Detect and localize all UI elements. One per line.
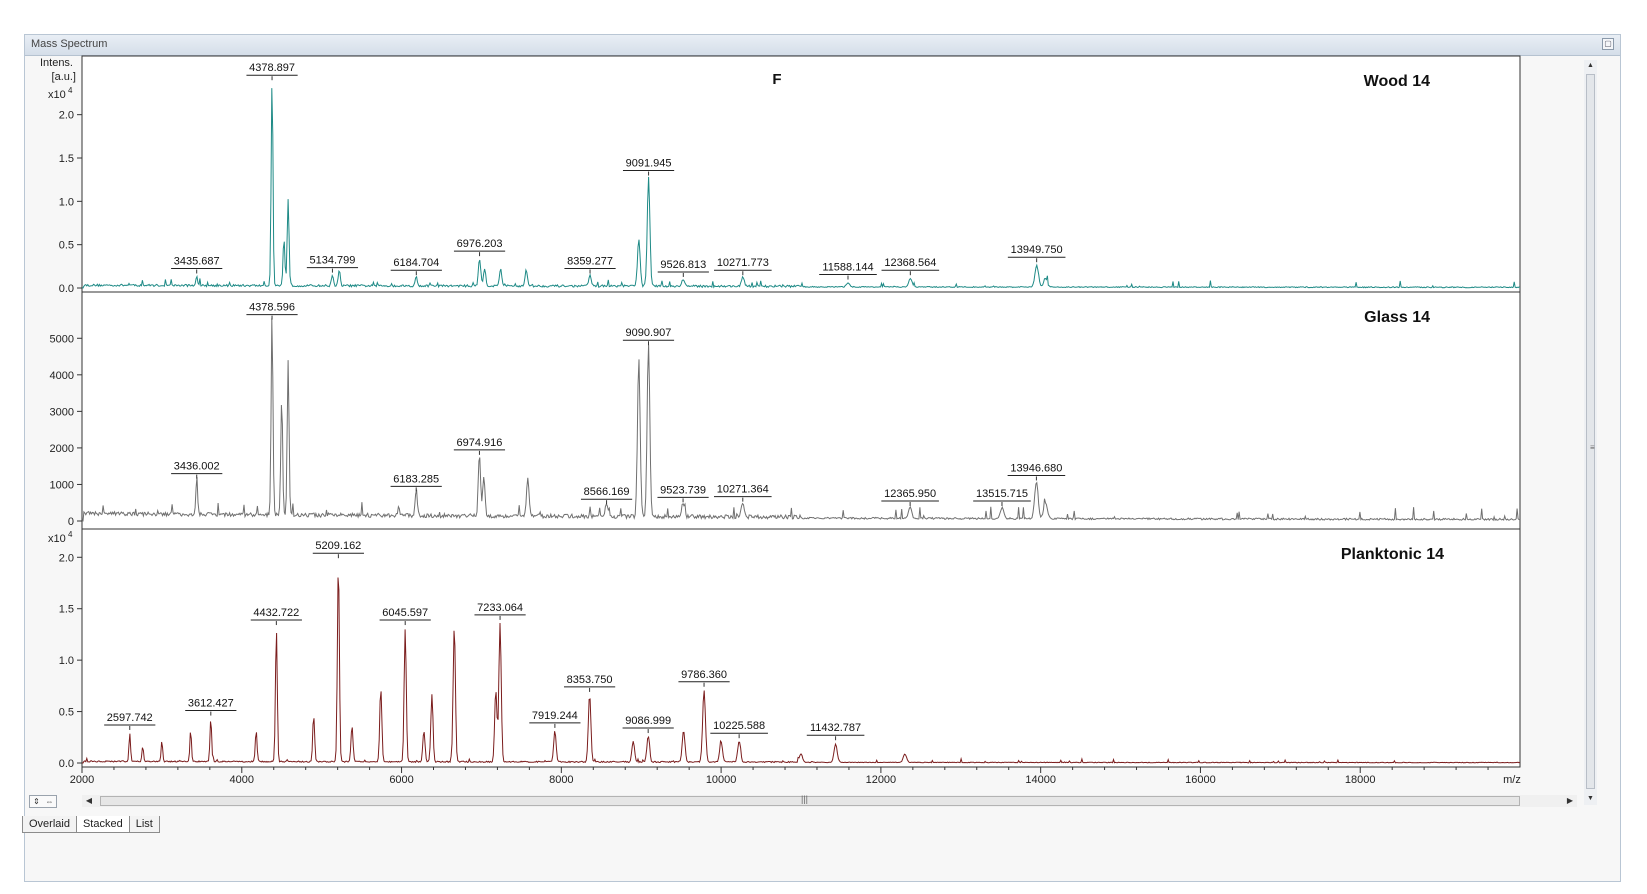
peak-label: 11588.144 — [822, 262, 873, 274]
peak-label: 5209.162 — [315, 540, 361, 552]
horizontal-zoom-icon[interactable]: ⇔ — [45, 797, 54, 806]
series-name-0: Wood 14 — [1364, 73, 1430, 90]
y-tick-label: 0.0 — [59, 758, 74, 770]
series-name-2: Planktonic 14 — [1341, 546, 1444, 563]
spectrum-trace-1 — [82, 318, 1521, 522]
y-tick-label: 4000 — [50, 370, 74, 382]
x-tick-label: 6000 — [389, 774, 413, 786]
peak-label: 10271.364 — [717, 484, 769, 496]
grip-icon: ||| — [801, 794, 809, 804]
horizontal-scrollbar[interactable]: ◀ ||| ▶ — [82, 794, 1577, 807]
vertical-scroll-thumb[interactable]: ≡ — [1586, 74, 1595, 789]
y-tick-label: 1.0 — [59, 655, 74, 667]
y-tick-label: 0.5 — [59, 707, 74, 719]
y-tick-label: 0 — [68, 516, 74, 528]
x-tick-label: 2000 — [70, 774, 94, 786]
peak-label: 11432.787 — [810, 722, 861, 734]
peak-label: 9086.999 — [625, 715, 671, 727]
x-axis-label: m/z — [1503, 774, 1521, 786]
peak-label: 6974.916 — [456, 437, 502, 449]
peak-label: 7233.064 — [477, 602, 523, 614]
tab-list[interactable]: List — [128, 816, 160, 833]
peak-label: 9786.360 — [681, 669, 727, 681]
y-tick-label: 1.0 — [59, 196, 74, 208]
peak-label: 4432.722 — [253, 607, 299, 619]
peak-label: 8566.169 — [584, 486, 630, 498]
peak-label: 9090.907 — [626, 327, 672, 339]
chart-title: F — [772, 71, 781, 88]
y-tick-label: 2.0 — [59, 552, 74, 564]
y-axis-label-line2: [a.u.] — [52, 71, 76, 83]
plot-area — [82, 56, 1520, 767]
peak-label: 10225.588 — [713, 720, 765, 732]
peak-label: 10271.773 — [717, 257, 769, 269]
x-tick-label: 16000 — [1185, 774, 1216, 786]
tab-overlaid[interactable]: Overlaid — [22, 816, 77, 833]
horizontal-scroll-thumb[interactable]: ||| — [100, 794, 1520, 806]
grip-icon: ≡ — [1590, 443, 1595, 452]
spectrum-trace-2 — [82, 577, 1521, 764]
axis-zoom-control[interactable]: ⇕ ⇔ — [29, 795, 57, 808]
x-tick-label: 10000 — [706, 774, 737, 786]
peak-label: 13515.715 — [976, 488, 1028, 500]
peak-label: 8353.750 — [567, 674, 613, 686]
tab-stacked[interactable]: Stacked — [75, 816, 130, 833]
peak-label: 9091.945 — [626, 158, 672, 170]
peak-label: 13949.750 — [1011, 244, 1063, 256]
y-tick-label: 2.0 — [59, 110, 74, 122]
x-tick-label: 12000 — [866, 774, 897, 786]
peak-label: 6045.597 — [382, 607, 428, 619]
peak-label: 4378.596 — [249, 302, 295, 314]
y-exponent-label: x10 — [48, 89, 66, 101]
peak-label: 6976.203 — [457, 238, 503, 250]
window-title: Mass Spectrum — [31, 38, 108, 50]
scroll-down-icon[interactable]: ▼ — [1587, 795, 1594, 802]
x-tick-label: 18000 — [1345, 774, 1376, 786]
peak-label: 3612.427 — [188, 698, 234, 710]
y-exponent-power: 4 — [68, 86, 73, 95]
y-tick-label: 1000 — [50, 479, 74, 491]
peak-label: 3435.687 — [174, 255, 220, 267]
peak-label: 2597.742 — [107, 712, 153, 724]
x-tick-label: 14000 — [1025, 774, 1056, 786]
vertical-zoom-icon[interactable]: ⇕ — [33, 797, 40, 806]
y-axis-label-line1: Intens. — [40, 57, 73, 69]
y-tick-label: 1.5 — [59, 604, 74, 616]
x-tick-label: 4000 — [230, 774, 254, 786]
y-tick-label: 0.0 — [59, 283, 74, 295]
spectrum-trace-0 — [82, 88, 1520, 289]
y-exponent-power: 4 — [68, 530, 73, 539]
y-tick-label: 1.5 — [59, 153, 74, 165]
series-name-1: Glass 14 — [1364, 309, 1430, 326]
peak-label: 13946.680 — [1010, 462, 1062, 474]
peak-label: 6183.285 — [393, 473, 439, 485]
scroll-right-icon[interactable]: ▶ — [1566, 796, 1574, 805]
restore-window-button[interactable]: ▢ — [1602, 38, 1614, 50]
peak-label: 7919.244 — [532, 710, 578, 722]
peak-label: 9523.739 — [660, 484, 706, 496]
vertical-scrollbar[interactable]: ▲ ≡ ▼ — [1584, 60, 1597, 805]
scroll-left-icon[interactable]: ◀ — [85, 796, 93, 805]
peak-label: 12368.564 — [884, 257, 936, 269]
peak-label: 9526.813 — [660, 259, 706, 271]
peak-label: 4378.897 — [249, 62, 295, 74]
peak-label: 12365.950 — [884, 488, 936, 500]
peak-label: 3436.002 — [174, 461, 220, 473]
y-exponent-label: x10 — [48, 533, 66, 545]
y-tick-label: 3000 — [50, 406, 74, 418]
peak-label: 5134.799 — [309, 255, 355, 267]
y-tick-label: 5000 — [50, 333, 74, 345]
peak-label: 8359.277 — [567, 255, 613, 267]
y-tick-label: 0.5 — [59, 240, 74, 252]
y-tick-label: 2000 — [50, 443, 74, 455]
scroll-up-icon[interactable]: ▲ — [1587, 62, 1594, 69]
x-tick-label: 8000 — [549, 774, 573, 786]
panel-frame — [81, 528, 1521, 768]
peak-label: 6184.704 — [393, 257, 439, 269]
view-tabs: Overlaid Stacked List — [22, 816, 160, 834]
